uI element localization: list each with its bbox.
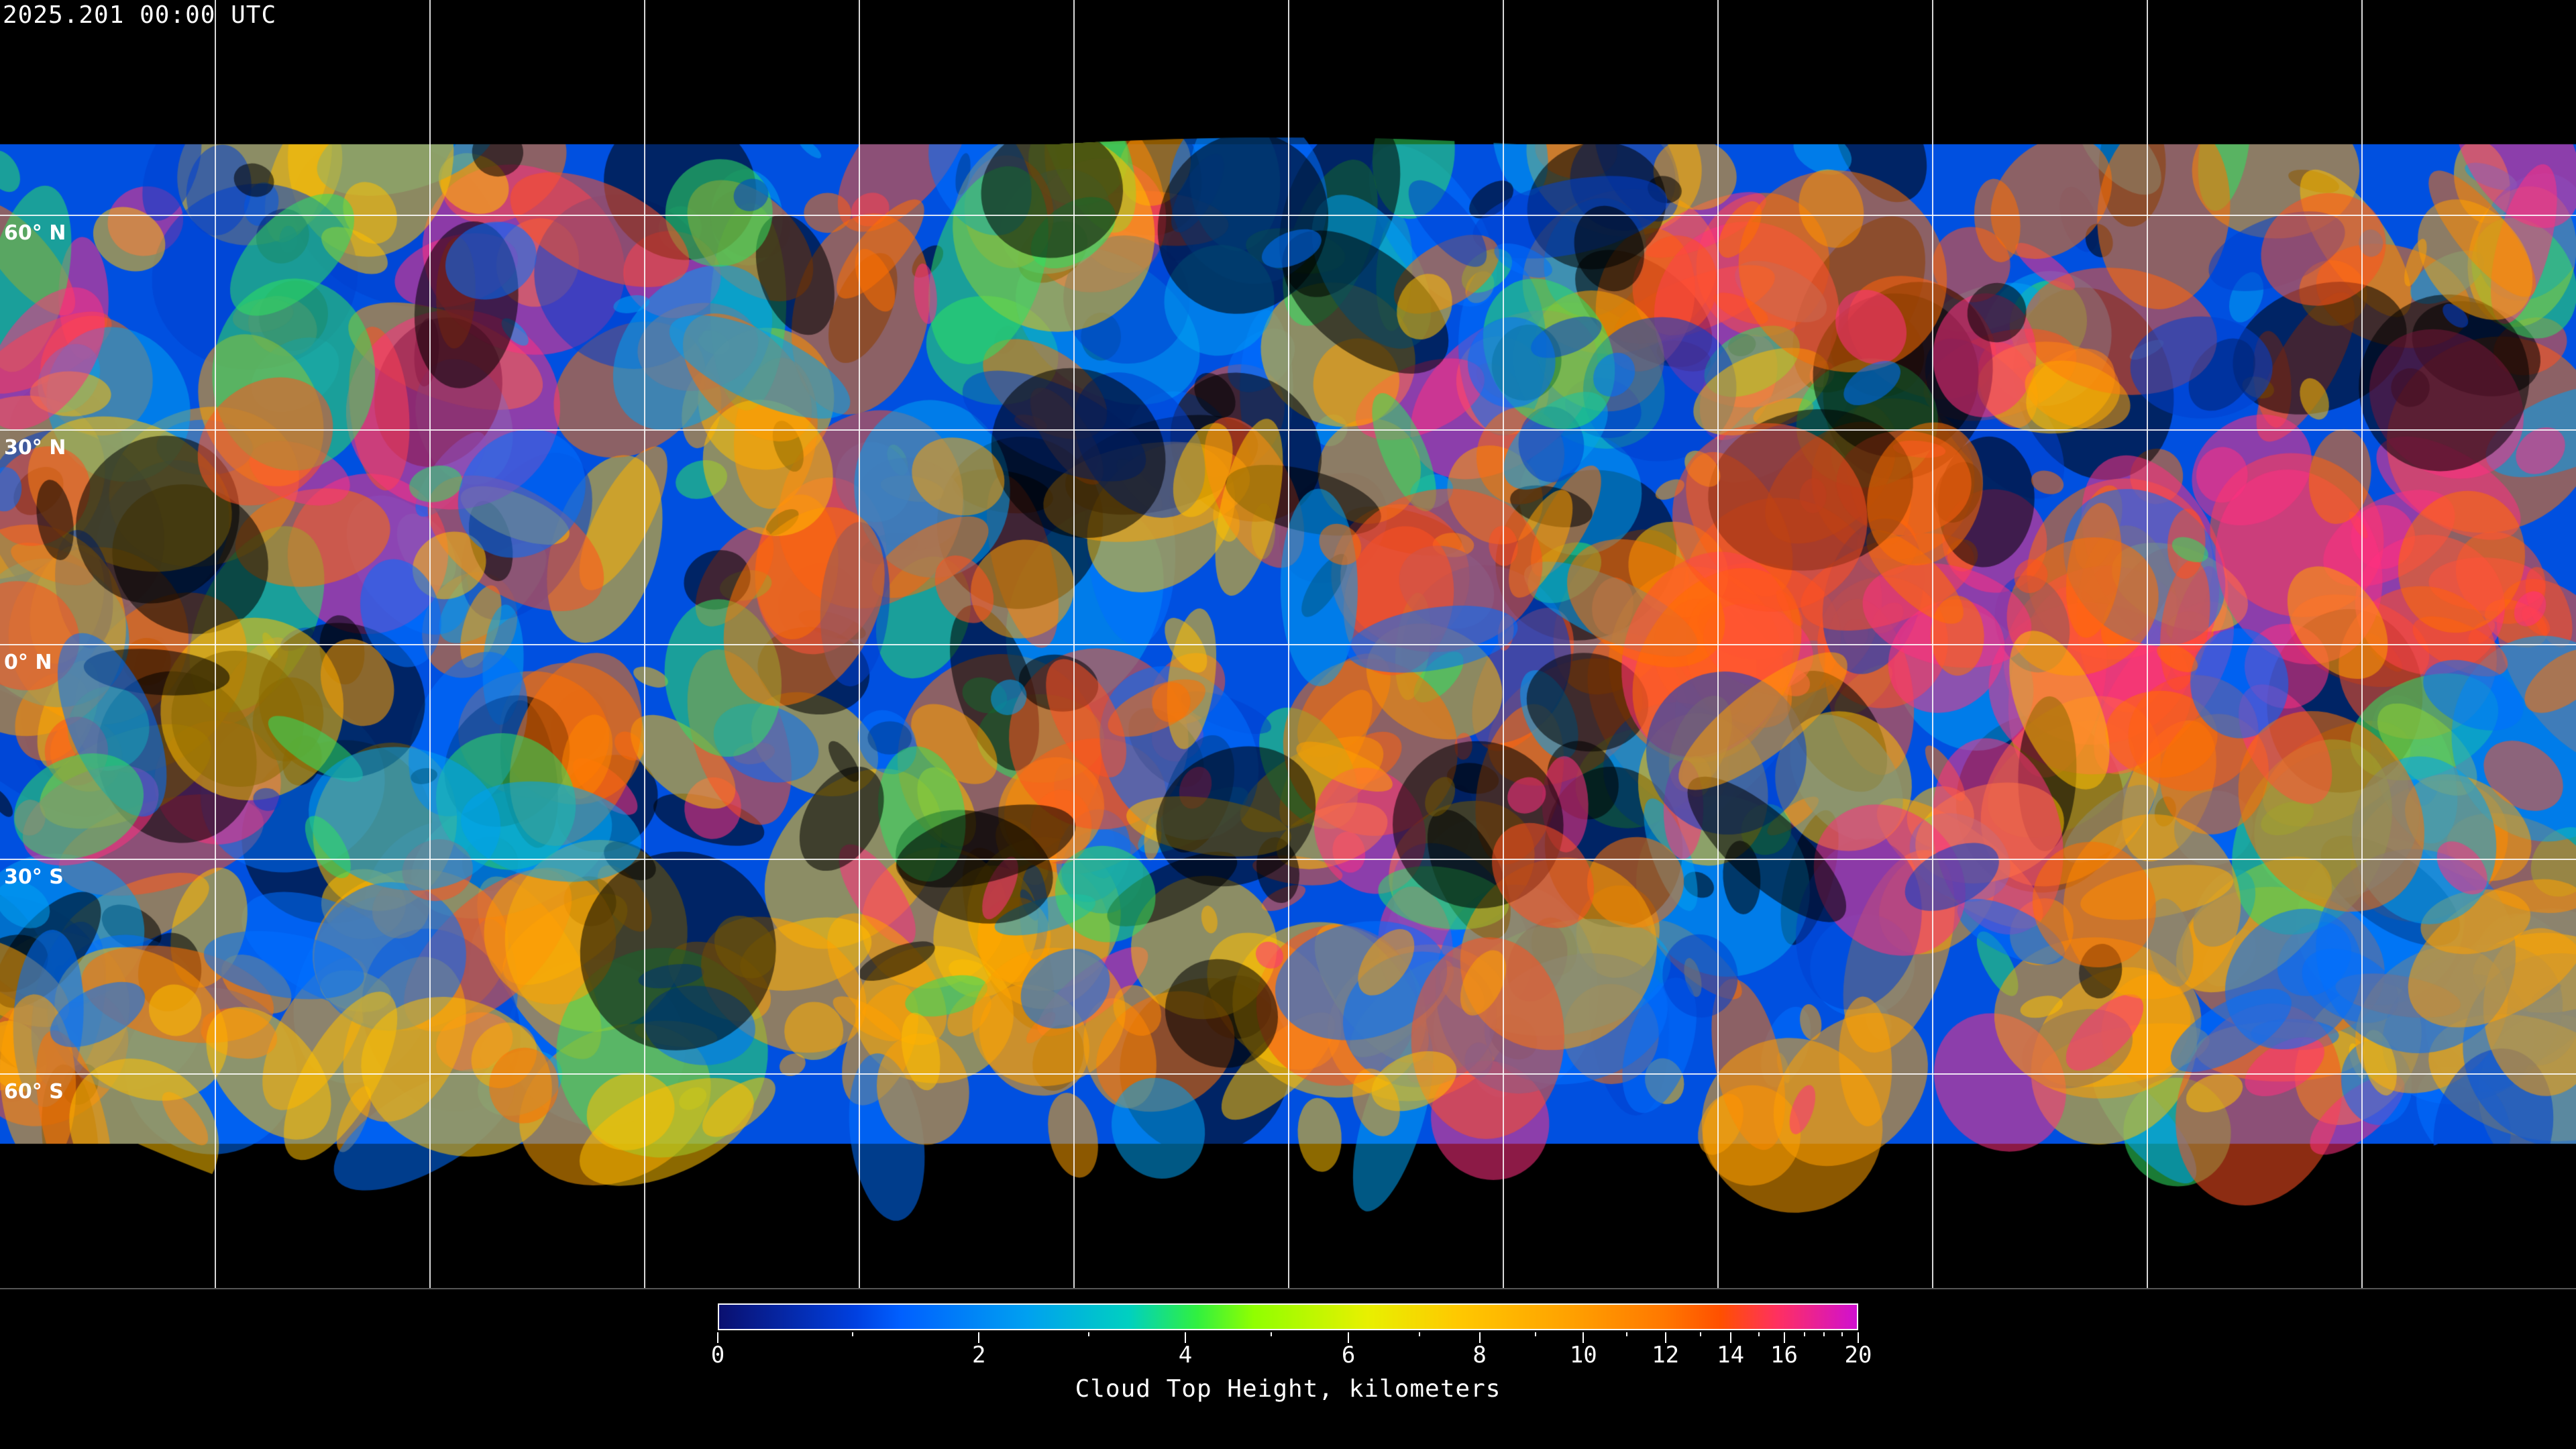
major-tick [1664, 1332, 1666, 1343]
parallel-line [0, 1073, 2576, 1075]
tick-label-16: 16 [1770, 1342, 1798, 1368]
tick-label-6: 6 [1341, 1342, 1356, 1368]
parallel-line [0, 859, 2576, 860]
minor-tick [1758, 1332, 1760, 1336]
minor-tick [1418, 1332, 1420, 1336]
major-tick [1185, 1332, 1186, 1343]
major-tick [1729, 1332, 1731, 1343]
tick-label-20: 20 [1844, 1342, 1872, 1368]
minor-tick [1534, 1332, 1536, 1336]
minor-tick [1823, 1332, 1825, 1336]
minor-tick [1087, 1332, 1089, 1336]
minor-tick [1625, 1332, 1627, 1336]
lat-label-60n: 60° N [4, 221, 66, 245]
lat-label-30n: 30° N [4, 436, 66, 460]
minor-tick [1804, 1332, 1806, 1336]
major-tick [1783, 1332, 1785, 1343]
tick-label-2: 2 [972, 1342, 986, 1368]
major-tick [1582, 1332, 1585, 1343]
divider [0, 1288, 2576, 1289]
lat-label-30s: 30° S [4, 865, 64, 889]
minor-tick [1700, 1332, 1702, 1336]
minor-tick [1270, 1332, 1272, 1336]
major-tick [1348, 1332, 1350, 1343]
lat-label-equator: 0° N [4, 651, 52, 674]
lat-label-60s: 60° S [4, 1080, 64, 1104]
colorbar [718, 1303, 1858, 1330]
major-tick [1858, 1332, 1859, 1343]
tick-label-0: 0 [710, 1342, 725, 1368]
major-tick [978, 1332, 980, 1343]
cloud-top-height-map: 60° N 30° N 0° N 30° S 60° S [0, 0, 2576, 1288]
parallel-line [0, 215, 2576, 216]
timestamp-title: 2025.201 00:00 UTC [3, 1, 277, 29]
major-tick [717, 1332, 718, 1343]
minor-tick [851, 1332, 853, 1336]
tick-label-4: 4 [1178, 1342, 1193, 1368]
colorbar-label: Cloud Top Height, kilometers [1075, 1375, 1501, 1403]
tick-label-12: 12 [1652, 1342, 1680, 1368]
parallel-line [0, 644, 2576, 645]
parallel-line [0, 429, 2576, 431]
tick-label-8: 8 [1472, 1342, 1487, 1368]
tick-label-10: 10 [1569, 1342, 1597, 1368]
tick-label-14: 14 [1717, 1342, 1745, 1368]
minor-tick [1841, 1332, 1843, 1336]
major-tick [1479, 1332, 1481, 1343]
